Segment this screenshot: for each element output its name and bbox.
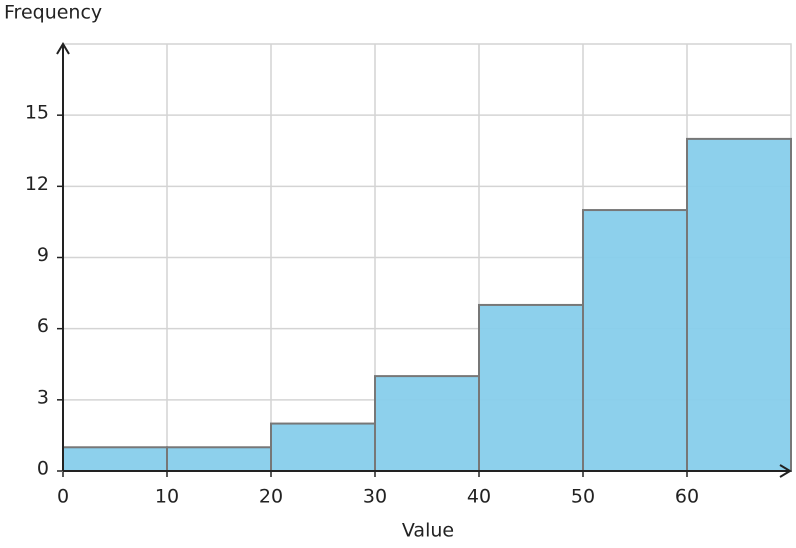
bar bbox=[582, 209, 688, 473]
bar bbox=[478, 303, 584, 473]
x-tick-label: 40 bbox=[467, 486, 491, 508]
x-tick-label: 30 bbox=[363, 486, 387, 508]
y-axis bbox=[56, 42, 70, 471]
x-tick-label: 0 bbox=[57, 486, 69, 508]
bar bbox=[62, 446, 168, 472]
y-axis-label: Frequency bbox=[4, 2, 102, 24]
y-tick-label: 0 bbox=[37, 458, 49, 480]
y-tick-label: 6 bbox=[37, 315, 49, 337]
x-axis bbox=[63, 464, 792, 478]
tick-labels: 0 3 6 9 12 15 0 10 20 30 40 50 60 bbox=[25, 102, 699, 508]
bar bbox=[166, 446, 272, 472]
bar bbox=[270, 422, 376, 472]
bar bbox=[686, 137, 792, 472]
y-tick-label: 12 bbox=[25, 173, 49, 195]
bars bbox=[62, 137, 792, 473]
x-tick-label: 10 bbox=[155, 486, 179, 508]
y-tick-label: 3 bbox=[37, 386, 49, 408]
y-tick-label: 15 bbox=[25, 102, 49, 124]
y-tick-label: 9 bbox=[37, 244, 49, 266]
bar bbox=[374, 375, 480, 472]
x-tick-label: 60 bbox=[675, 486, 699, 508]
x-axis-label: Value bbox=[402, 520, 454, 542]
x-tick-label: 20 bbox=[259, 486, 283, 508]
x-tick-label: 50 bbox=[571, 486, 595, 508]
